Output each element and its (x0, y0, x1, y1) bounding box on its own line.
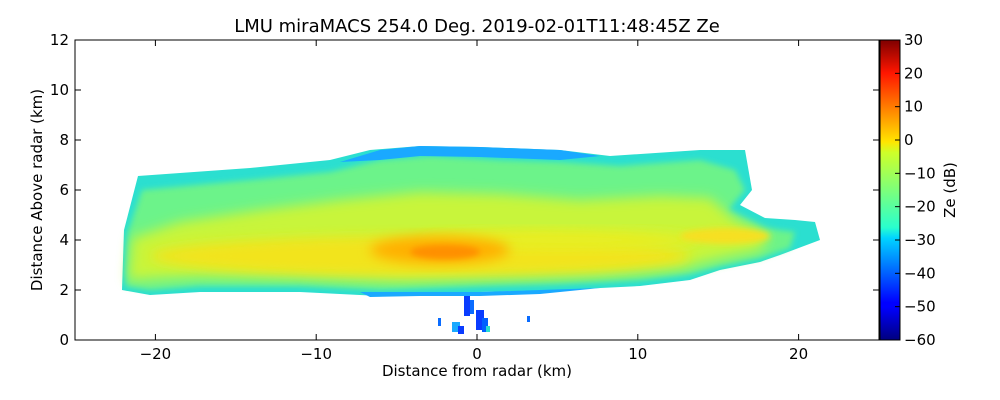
surface-clutter (438, 296, 530, 334)
x-tick-label: −20 (140, 345, 172, 363)
colorbar-tick-label: 20 (904, 64, 923, 82)
colorbar-tick-label: −30 (904, 231, 936, 249)
echo-right-streak (680, 228, 770, 244)
x-axis-label: Distance from radar (km) (382, 362, 572, 380)
colorbar (879, 39, 901, 341)
colorbar-tick-label: 30 (904, 31, 923, 49)
colorbar-tick-label: −10 (904, 164, 936, 182)
colorbar-axis: 30 20 10 0 −10 −20 −30 −40 −50 −60 (895, 31, 936, 349)
y-tick-label: 0 (59, 331, 69, 349)
echo-bottom-fringe (360, 288, 600, 297)
x-tick-label: 20 (789, 345, 808, 363)
echo-top-fringe (340, 146, 600, 162)
radar-echo-field (122, 146, 820, 334)
x-axis: −20 −10 0 10 20 (140, 40, 808, 363)
colorbar-tick-label: 10 (904, 98, 923, 116)
colorbar-label: Ze (dB) (941, 162, 959, 218)
x-tick-label: −10 (300, 345, 332, 363)
colorbar-tick-label: −20 (904, 198, 936, 216)
y-axis: 0 2 4 6 8 10 12 (50, 31, 879, 349)
colorbar-tick-label: 0 (904, 131, 914, 149)
x-tick-label: 10 (628, 345, 647, 363)
y-tick-label: 4 (59, 231, 69, 249)
y-tick-label: 8 (59, 131, 69, 149)
x-tick-label: 0 (472, 345, 482, 363)
chart-title: LMU miraMACS 254.0 Deg. 2019-02-01T11:48… (234, 16, 720, 37)
y-tick-label: 2 (59, 281, 69, 299)
y-tick-label: 10 (50, 81, 69, 99)
y-tick-label: 6 (59, 181, 69, 199)
colorbar-tick-label: −50 (904, 298, 936, 316)
colorbar-tick-label: −40 (904, 264, 936, 282)
y-axis-label: Distance Above radar (km) (28, 89, 46, 291)
echo-orange-peak (410, 245, 480, 259)
y-tick-label: 12 (50, 31, 69, 49)
colorbar-tick-label: −60 (904, 331, 936, 349)
